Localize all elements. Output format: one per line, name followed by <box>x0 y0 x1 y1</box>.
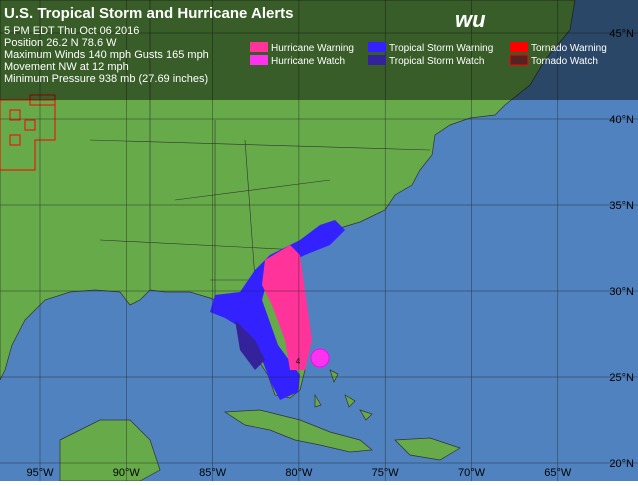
state-borders <box>89 0 431 298</box>
latitude-label: 30°N <box>609 286 634 298</box>
legend-label: Tornado Watch <box>531 56 598 67</box>
legend-label: Hurricane Watch <box>271 56 345 67</box>
legend-swatch <box>509 54 529 66</box>
latitude-label: 25°N <box>609 372 634 384</box>
legend-swatch <box>250 42 268 52</box>
info-line: Movement NW at 12 mph <box>4 61 129 73</box>
title: U.S. Tropical Storm and Hurricane Alerts <box>4 5 294 22</box>
legend-swatch <box>510 42 528 52</box>
longitude-label: 85°W <box>199 467 227 479</box>
info-line: 5 PM EDT Thu Oct 06 2016 <box>4 25 139 37</box>
header-overlay <box>0 0 638 100</box>
land <box>0 0 576 482</box>
latitude-label: 40°N <box>609 114 634 126</box>
legend-label: Tropical Storm Watch <box>389 56 484 67</box>
legend-label: Tornado Warning <box>531 43 607 54</box>
info-line: Maximum Winds 140 mph Gusts 165 mph <box>4 49 209 61</box>
legend-swatch <box>250 55 268 65</box>
legend-swatch <box>368 42 386 52</box>
legend-label: Tropical Storm Warning <box>389 43 493 54</box>
tornado-watch-boxes <box>0 94 56 171</box>
longitude-label: 90°W <box>113 467 141 479</box>
info-line: Position 26.2 N 78.6 W <box>4 37 117 49</box>
legend-label: Hurricane Warning <box>271 43 354 54</box>
info-line: Minimum Pressure 938 mb (27.69 inches) <box>4 73 208 85</box>
longitude-label: 70°W <box>458 467 486 479</box>
latitude-label: 45°N <box>609 28 634 40</box>
legend-swatch <box>368 55 386 65</box>
longitude-label: 80°W <box>285 467 313 479</box>
storm-marker: 4 <box>296 357 301 366</box>
longitude-label: 95°W <box>26 467 54 479</box>
logo: wu <box>455 7 486 32</box>
longitude-label: 75°W <box>372 467 400 479</box>
longitude-label: 65°W <box>544 467 572 479</box>
latitude-label: 20°N <box>609 458 634 470</box>
latitude-label: 35°N <box>609 200 634 212</box>
alerts <box>210 220 345 400</box>
